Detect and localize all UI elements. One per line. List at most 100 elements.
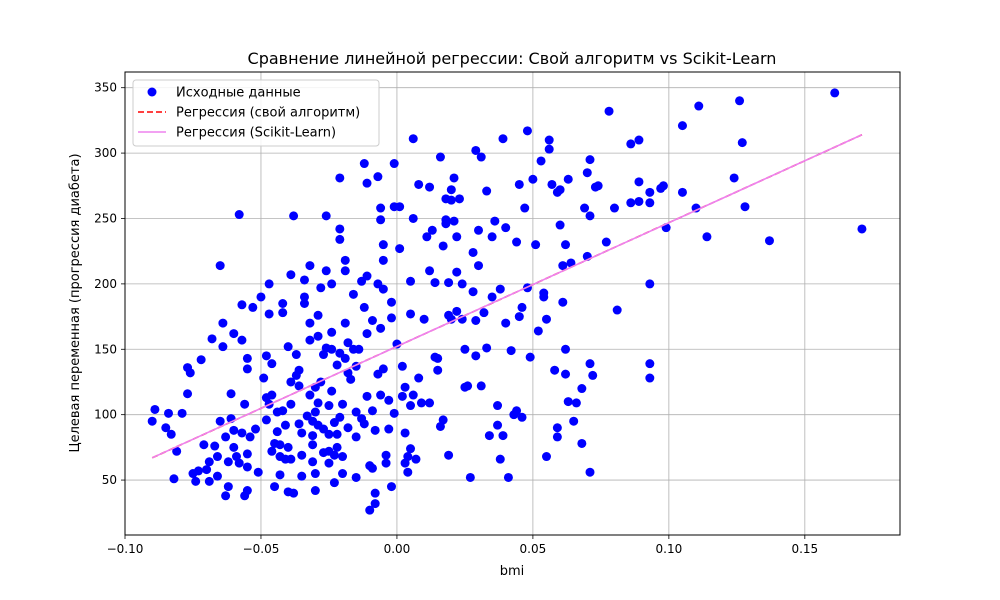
data-point bbox=[367, 406, 377, 416]
data-point bbox=[735, 96, 745, 106]
data-point bbox=[223, 482, 233, 492]
data-point bbox=[370, 499, 380, 509]
y-tick-label: 100 bbox=[94, 408, 117, 422]
data-point bbox=[433, 365, 443, 375]
data-point bbox=[275, 470, 285, 480]
data-point bbox=[278, 406, 288, 416]
data-point bbox=[626, 139, 636, 149]
data-point bbox=[585, 155, 595, 165]
data-point bbox=[536, 156, 546, 166]
data-point bbox=[425, 266, 435, 276]
data-point bbox=[229, 425, 239, 435]
data-point bbox=[362, 391, 372, 401]
data-point bbox=[280, 420, 290, 430]
y-tick-label: 200 bbox=[94, 277, 117, 291]
data-point bbox=[531, 240, 541, 250]
data-point bbox=[321, 211, 331, 221]
data-point bbox=[501, 223, 511, 233]
data-point bbox=[305, 390, 315, 400]
data-point bbox=[267, 446, 277, 456]
data-point bbox=[362, 329, 372, 339]
data-point bbox=[691, 203, 701, 213]
data-point bbox=[512, 406, 522, 416]
data-point bbox=[376, 323, 386, 333]
data-point bbox=[286, 454, 296, 464]
data-point bbox=[830, 88, 840, 98]
data-point bbox=[484, 431, 494, 441]
data-point bbox=[177, 408, 187, 418]
data-point bbox=[376, 390, 386, 400]
data-point bbox=[367, 316, 377, 326]
data-point bbox=[493, 401, 503, 411]
data-point bbox=[438, 241, 448, 251]
data-point bbox=[340, 255, 350, 265]
data-point bbox=[395, 202, 405, 212]
data-point bbox=[563, 174, 573, 184]
data-point bbox=[582, 168, 592, 178]
data-point bbox=[329, 450, 339, 460]
data-point bbox=[857, 224, 867, 234]
data-point bbox=[305, 261, 315, 271]
data-point bbox=[764, 236, 774, 246]
data-point bbox=[384, 395, 394, 405]
data-point bbox=[569, 416, 579, 426]
data-point bbox=[634, 196, 644, 206]
data-point bbox=[242, 353, 252, 363]
data-point bbox=[327, 279, 337, 289]
data-point bbox=[525, 352, 535, 362]
data-point bbox=[199, 440, 209, 450]
data-point bbox=[251, 424, 261, 434]
data-point bbox=[343, 338, 353, 348]
data-point bbox=[585, 211, 595, 221]
data-point bbox=[544, 135, 554, 145]
x-tick-label: −0.05 bbox=[243, 542, 280, 556]
data-point bbox=[286, 270, 296, 280]
data-point bbox=[645, 198, 655, 208]
data-point bbox=[299, 299, 309, 308]
data-point bbox=[658, 181, 668, 191]
data-point bbox=[218, 318, 228, 328]
data-point bbox=[416, 398, 426, 408]
data-point bbox=[414, 373, 424, 383]
x-tick-label: 0.10 bbox=[656, 542, 683, 556]
data-point bbox=[406, 309, 416, 319]
data-point bbox=[240, 399, 250, 409]
data-point bbox=[351, 407, 361, 417]
data-point bbox=[389, 159, 399, 169]
data-point bbox=[310, 469, 320, 479]
data-point bbox=[378, 284, 388, 294]
data-point bbox=[218, 342, 228, 352]
data-point bbox=[373, 172, 383, 182]
data-point bbox=[452, 232, 462, 242]
data-point bbox=[240, 491, 250, 501]
data-point bbox=[335, 224, 345, 234]
data-point bbox=[370, 425, 380, 435]
data-point bbox=[389, 408, 399, 418]
data-point bbox=[286, 377, 296, 387]
legend: Исходные данные Регрессия (свой алгоритм)… bbox=[132, 79, 380, 147]
data-point bbox=[609, 203, 619, 213]
data-point bbox=[571, 398, 581, 408]
data-point bbox=[541, 314, 551, 324]
x-tick-label: −0.10 bbox=[107, 542, 144, 556]
data-point bbox=[248, 302, 258, 312]
data-point bbox=[362, 271, 372, 281]
y-tick-label: 250 bbox=[94, 211, 117, 225]
data-point bbox=[340, 266, 350, 276]
data-point bbox=[305, 335, 315, 345]
data-point bbox=[299, 292, 309, 302]
data-point bbox=[403, 452, 413, 462]
data-point bbox=[316, 283, 326, 293]
data-point bbox=[147, 416, 157, 426]
data-point bbox=[283, 442, 293, 452]
data-point bbox=[223, 457, 233, 467]
data-point bbox=[261, 415, 271, 425]
data-point bbox=[335, 173, 345, 183]
data-point bbox=[463, 381, 473, 391]
data-point bbox=[441, 219, 451, 229]
data-point bbox=[289, 488, 299, 498]
data-point bbox=[386, 313, 396, 323]
data-point bbox=[585, 359, 595, 369]
